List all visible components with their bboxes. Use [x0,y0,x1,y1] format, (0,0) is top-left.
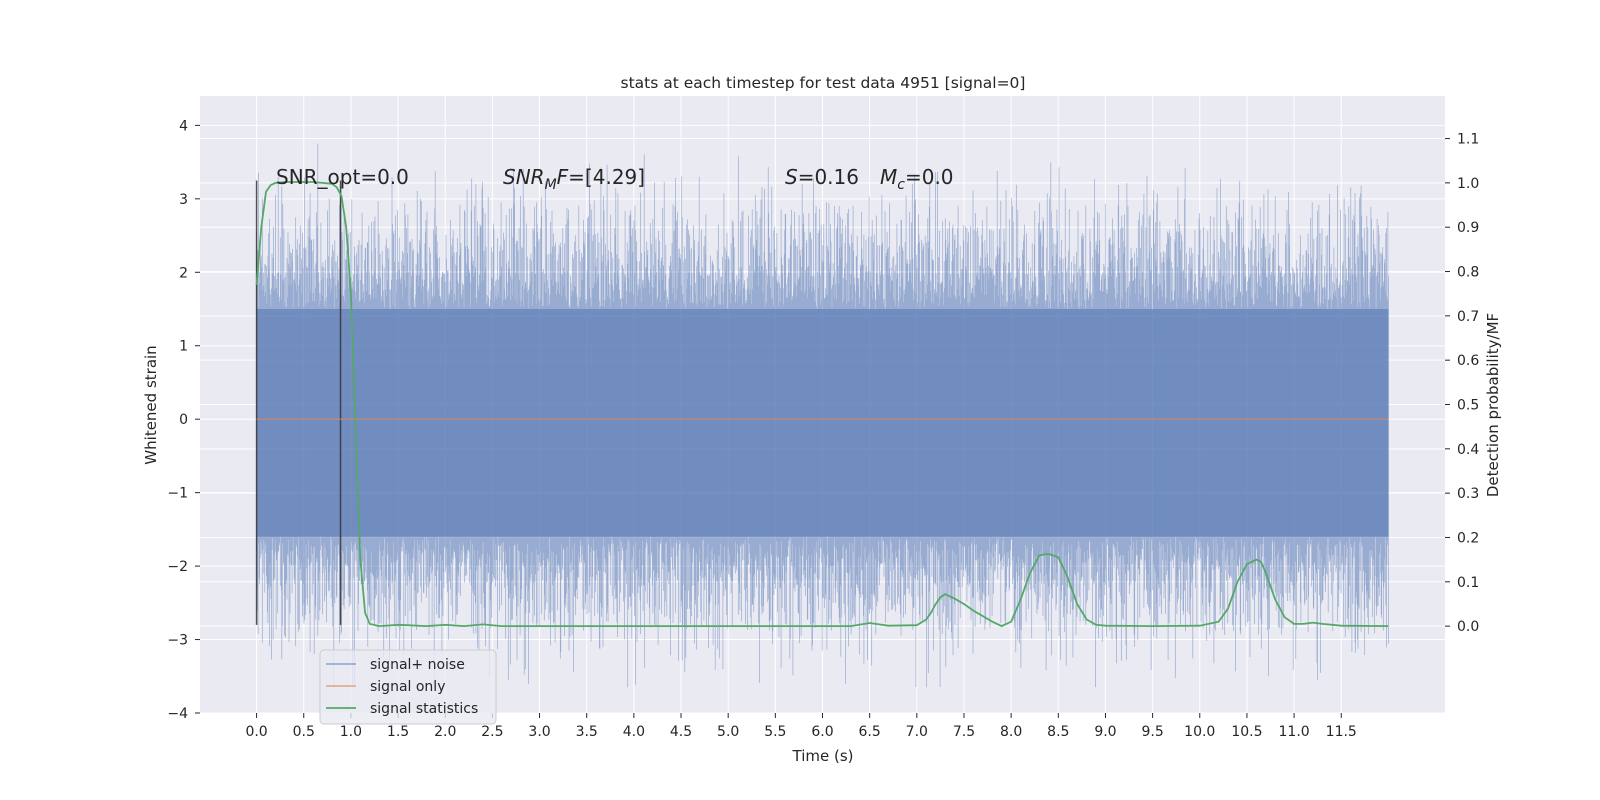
y-right-tick-label: 1.0 [1457,176,1479,192]
y-right-tick-label: 0.6 [1457,353,1479,369]
y-right-tick-label: 0.5 [1457,398,1479,414]
y-right-tick-label: 0.0 [1457,619,1479,635]
x-tick-label: 6.5 [859,724,881,740]
x-tick-label: 11.5 [1326,724,1357,740]
x-tick-label: 4.5 [670,724,692,740]
y-tick-label: −2 [167,559,188,575]
annotation-mc: Mc=0.0 [880,165,954,193]
legend-label-signal-statistics: signal statistics [370,701,478,717]
y-right-tick-label: 0.1 [1457,575,1479,591]
x-tick-label: 6.0 [811,724,833,740]
x-tick-label: 8.5 [1047,724,1069,740]
annotation-mc-value: =0.0 [905,165,954,189]
y-right-tick-label: 0.4 [1457,442,1479,458]
annotation-s-value: =0.16 [798,165,859,189]
y-tick-label: −1 [167,486,188,502]
y-axis-right-label: Detection probability/MF [1484,313,1502,497]
x-tick-label: 8.0 [1000,724,1022,740]
x-tick-label: 2.0 [434,724,456,740]
signal-noise-series [256,143,1389,688]
axis-ticks: 0.0 0.5 1.0 1.5 2.0 2.5 3.0 3.5 4.0 4.5 5.0 5.5 6.0 6… [167,118,1479,740]
x-tick-label: 5.5 [764,724,786,740]
x-tick-label: 7.5 [953,724,975,740]
x-tick-label: 0.0 [245,724,267,740]
annotation-s-var: S [785,165,798,189]
x-tick-label: 11.0 [1279,724,1310,740]
y-tick-label: 3 [179,192,188,208]
x-tick-label: 10.0 [1184,724,1215,740]
annotation-snr-mf-var: SNR [503,165,545,189]
signal-statistics-line [255,181,1389,628]
y-tick-label: −4 [167,706,188,722]
legend: signal+ noise signal only signal statist… [319,649,497,725]
y-right-tick-label: 0.7 [1457,309,1479,325]
annotation-snr-mf-value: =[4.29] [568,165,645,189]
x-tick-label: 4.0 [623,724,645,740]
y-tick-label: 0 [179,412,188,428]
annotation-snr-opt: SNR_opt=0.0 [276,165,409,189]
y-tick-label: 4 [179,118,188,134]
y-tick-label: −3 [167,633,188,649]
x-axis-label: Time (s) [792,747,854,765]
y-axis-label: Whitened strain [142,345,160,464]
chart-title: stats at each timestep for test data 495… [621,74,1026,92]
y-right-tick-label: 0.2 [1457,530,1479,546]
y-right-tick-label: 0.3 [1457,486,1479,502]
x-tick-label: 5.0 [717,724,739,740]
x-tick-label: 9.0 [1094,724,1116,740]
x-tick-label: 1.0 [340,724,362,740]
y-tick-label: 2 [179,265,188,281]
x-tick-label: 3.5 [576,724,598,740]
legend-label-signal-noise: signal+ noise [370,657,465,673]
y-right-tick-label: 0.8 [1457,265,1479,281]
annotations: SNR_opt=0.0 SNRMF=[4.29] S=0.16 Mc=0.0 [276,165,954,193]
annotation-mc-var: M [880,165,897,189]
y-tick-label: 1 [179,339,188,355]
annotation-snr-mf-f: F [557,165,569,189]
annotation-snr-mf: SNRMF=[4.29] [503,165,645,193]
x-tick-label: 10.5 [1231,724,1262,740]
legend-label-signal-only: signal only [370,679,445,695]
x-tick-label: 3.0 [528,724,550,740]
x-tick-label: 9.5 [1141,724,1163,740]
annotation-s: S=0.16 [785,165,859,189]
y-right-tick-label: 1.1 [1457,132,1479,148]
y-right-tick-label: 0.9 [1457,220,1479,236]
x-tick-label: 0.5 [293,724,315,740]
line-series [255,180,1389,628]
annotation-mc-sub: c [897,177,905,193]
x-tick-label: 7.0 [906,724,928,740]
legend-box [319,649,497,725]
annotation-snr-mf-sub: M [545,177,557,193]
x-tick-label: 2.5 [481,724,503,740]
x-tick-label: 1.5 [387,724,409,740]
